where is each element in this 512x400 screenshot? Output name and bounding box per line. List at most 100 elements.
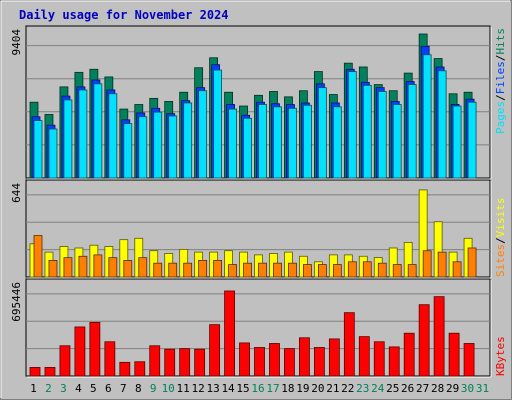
x-axis-labels: 1 2 3 4 5 6 7 8 9 10 11 12 13 14 15 16 17 18 19 20 21 22 23 24 2… — [30, 382, 489, 395]
bar-kbytes-day-2 — [44, 367, 56, 377]
bar-sites-day-12 — [198, 260, 208, 278]
legend-files: Files — [494, 61, 507, 94]
bar-kbytes-day-20 — [313, 347, 325, 377]
bar-kbytes-day-28 — [433, 296, 445, 377]
bar-sites-day-23 — [362, 261, 372, 278]
bar-sites-day-18 — [288, 262, 297, 278]
bar-pages-day-21 — [332, 106, 342, 179]
x-day-label: 11 — [177, 382, 190, 395]
x-day-label: 15 — [236, 382, 249, 395]
chart-title: Daily usage for November 2024 — [19, 8, 229, 22]
bar-pages-day-14 — [228, 108, 237, 179]
bar-pages-day-29 — [452, 105, 462, 179]
x-day-label: 6 — [105, 382, 112, 395]
right-legend-1: Sites/Visits — [494, 198, 507, 278]
panel-visits-sites: 644 — [10, 179, 492, 279]
x-day-label: 16 — [251, 382, 264, 395]
bar-sites-day-1 — [33, 235, 43, 278]
bar-sites-day-20 — [317, 264, 327, 278]
bar-pages-day-25 — [392, 104, 402, 179]
bar-sites-day-6 — [108, 257, 118, 278]
bar-kbytes-day-23 — [358, 336, 370, 377]
x-day-label: 24 — [371, 382, 385, 395]
x-day-label: 26 — [401, 382, 414, 395]
bar-sites-day-13 — [213, 260, 223, 278]
bar-sites-day-8 — [138, 257, 148, 278]
bar-sites-day-17 — [273, 262, 282, 278]
bar-kbytes-day-18 — [284, 348, 295, 377]
bar-kbytes-day-8 — [134, 361, 146, 377]
bar-kbytes-day-13 — [209, 324, 221, 377]
legend-separator: / — [494, 94, 507, 101]
bar-kbytes-day-3 — [59, 345, 71, 377]
bar-kbytes-day-5 — [89, 321, 101, 377]
bar-kbytes-day-17 — [269, 343, 280, 377]
bar-sites-day-16 — [258, 262, 267, 278]
x-day-label: 28 — [431, 382, 444, 395]
bar-pages-day-4 — [78, 89, 88, 179]
bar-pages-day-5 — [93, 83, 103, 179]
bar-pages-day-7 — [123, 123, 133, 179]
x-day-label: 2 — [45, 382, 52, 395]
bar-pages-day-13 — [213, 69, 223, 179]
bar-pages-day-15 — [243, 117, 252, 179]
bar-pages-day-20 — [317, 87, 327, 179]
bar-kbytes-day-27 — [418, 304, 430, 377]
bar-sites-day-24 — [377, 262, 387, 278]
x-day-label: 3 — [60, 382, 67, 395]
bar-sites-day-2 — [48, 260, 58, 278]
y-max-label: 695446 — [10, 282, 23, 322]
bar-sites-day-28 — [437, 251, 447, 278]
bar-pages-day-3 — [63, 99, 73, 179]
x-day-label: 8 — [135, 382, 142, 395]
bar-pages-day-10 — [168, 115, 178, 179]
bar-kbytes-day-22 — [343, 312, 355, 377]
x-day-label: 29 — [446, 382, 459, 395]
bar-pages-day-1 — [33, 120, 43, 179]
right-legend-0: Pages/Files/Hits — [494, 28, 507, 134]
bar-sites-day-11 — [183, 262, 193, 278]
bar-sites-day-21 — [332, 264, 342, 278]
bar-kbytes-day-1 — [29, 367, 41, 377]
bar-sites-day-10 — [168, 262, 178, 278]
bar-kbytes-day-9 — [149, 345, 161, 377]
x-day-label: 19 — [296, 382, 309, 395]
x-day-label: 20 — [311, 382, 324, 395]
x-day-label: 22 — [341, 382, 354, 395]
bar-sites-day-9 — [153, 262, 163, 278]
bar-kbytes-day-11 — [179, 348, 191, 377]
x-day-label: 30 — [461, 382, 474, 395]
bar-pages-day-28 — [437, 70, 447, 179]
bar-kbytes-day-21 — [328, 338, 340, 377]
bar-pages-day-26 — [407, 84, 417, 179]
x-day-label: 12 — [192, 382, 205, 395]
bar-sites-day-25 — [392, 264, 402, 278]
legend-kbytes: KBytes — [494, 336, 507, 376]
bar-kbytes-day-25 — [388, 346, 400, 377]
x-day-label: 1 — [30, 382, 37, 395]
bar-pages-day-23 — [362, 84, 372, 179]
legend-sites: Sites — [494, 244, 507, 277]
bar-sites-day-5 — [93, 254, 103, 278]
bar-pages-day-17 — [273, 106, 282, 179]
bar-pages-day-8 — [138, 116, 148, 179]
bar-sites-day-7 — [123, 260, 133, 278]
bar-sites-day-14 — [228, 264, 237, 278]
bar-kbytes-day-29 — [448, 332, 460, 377]
x-day-label: 4 — [75, 382, 82, 395]
bar-sites-day-29 — [452, 261, 462, 278]
bar-kbytes-day-12 — [194, 348, 206, 377]
bar-kbytes-day-7 — [119, 361, 131, 377]
bar-sites-day-26 — [407, 264, 417, 278]
bar-kbytes-day-24 — [373, 341, 385, 377]
panel-hits-files-pages: 9404 — [10, 25, 492, 180]
x-day-label: 23 — [356, 382, 369, 395]
bar-pages-day-30 — [467, 101, 477, 179]
bar-kbytes-day-14 — [224, 290, 235, 377]
bar-pages-day-6 — [108, 93, 118, 179]
right-legend-2: KBytes — [494, 336, 507, 376]
bar-pages-day-2 — [48, 128, 58, 179]
x-day-label: 13 — [206, 382, 219, 395]
bar-kbytes-day-30 — [463, 343, 475, 377]
